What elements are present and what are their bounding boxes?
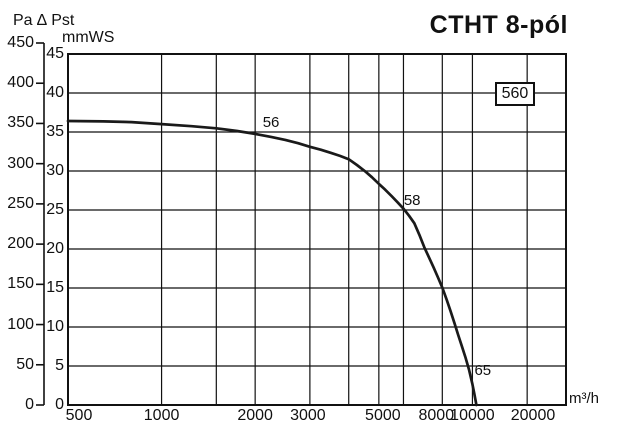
flow-axis-tick-label: 500 xyxy=(65,407,93,424)
mmws-axis-tick-label: 20 xyxy=(46,240,64,257)
sound-level-label: 58 xyxy=(403,191,421,209)
sound-level-label: 65 xyxy=(474,362,492,380)
mmws-axis-tick-label: 35 xyxy=(46,123,64,140)
mmws-axis-tick-label: 30 xyxy=(46,162,64,179)
chart-title: CTHT 8-pól xyxy=(429,11,568,39)
pa-axis-tick-label: 300 xyxy=(7,154,34,172)
flow-axis-tick-label: 10000 xyxy=(450,407,495,424)
pa-axis-tick-label: 50 xyxy=(16,355,34,373)
mmws-axis-tick-label: 0 xyxy=(55,396,64,413)
pa-axis-tick-label: 200 xyxy=(7,235,34,253)
pa-axis-tick-label: 250 xyxy=(7,194,34,212)
mmws-axis-tick-label: 40 xyxy=(46,84,64,101)
mmws-axis-tick-label: 15 xyxy=(46,279,64,296)
mmws-axis-tick-label: 10 xyxy=(46,318,64,335)
sound-level-label: 56 xyxy=(262,113,280,131)
pressure-axis-title: Pa ∆ Pst xyxy=(13,12,75,29)
mmws-axis-tick-label: 5 xyxy=(55,357,64,374)
flow-axis-unit-label: m³/h xyxy=(569,390,599,407)
flow-axis-tick-label: 8000 xyxy=(418,407,455,424)
flow-axis-tick-label: 5000 xyxy=(365,407,401,424)
inner-axis-unit-label: mmWS xyxy=(62,29,115,46)
fan-curve xyxy=(66,119,478,407)
pa-axis-tick-label: 350 xyxy=(7,114,34,132)
plot-border xyxy=(67,53,567,406)
pa-axis-tick-label: 450 xyxy=(7,34,34,51)
fan-size-badge: 560 xyxy=(494,81,535,106)
flow-axis-tick-label: 2000 xyxy=(237,407,273,424)
flow-axis-tick-label: 20000 xyxy=(510,407,556,424)
flow-axis-tick-label: 3000 xyxy=(290,407,326,424)
flow-axis-tick-label: 1000 xyxy=(143,407,180,424)
pa-axis-tick-label: 0 xyxy=(25,396,34,413)
pa-axis-tick-label: 100 xyxy=(7,315,34,333)
pa-axis-tick-label: 400 xyxy=(7,74,34,92)
mmws-axis-tick-label: 25 xyxy=(46,201,64,218)
pa-axis-tick-label: 150 xyxy=(7,275,34,293)
mmws-axis-tick-label: 45 xyxy=(46,45,64,62)
